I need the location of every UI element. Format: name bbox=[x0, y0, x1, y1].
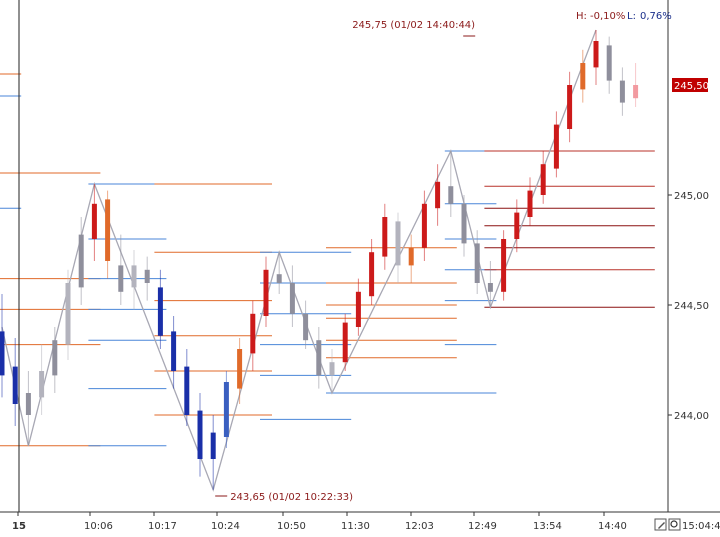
y-tick-label: 244,50 bbox=[674, 301, 709, 312]
high-change-value: -0,10% bbox=[590, 11, 625, 22]
candle-body bbox=[250, 313, 256, 354]
candle-body bbox=[540, 164, 546, 195]
candle-body bbox=[223, 382, 229, 437]
edit-icon[interactable] bbox=[654, 518, 667, 531]
candle-body bbox=[329, 362, 335, 376]
candle-body bbox=[157, 287, 163, 336]
candle-body bbox=[606, 45, 612, 81]
zoom-icon[interactable] bbox=[668, 518, 681, 531]
candle-body bbox=[421, 203, 427, 248]
y-axis-ticks: 244,00 244,50 245,00 bbox=[668, 191, 709, 422]
candle-body bbox=[593, 41, 599, 68]
x-tick-label: 10:06 bbox=[84, 521, 113, 532]
x-tick-label: 11:30 bbox=[341, 521, 370, 532]
x-tick-label: 15 bbox=[12, 521, 26, 532]
candle-body bbox=[382, 217, 388, 257]
high-change-label: H: bbox=[576, 11, 587, 22]
candle-body bbox=[487, 283, 493, 292]
candle-body bbox=[501, 239, 507, 292]
x-tick-label: 10:17 bbox=[148, 521, 177, 532]
y-tick-label: 245,00 bbox=[674, 191, 709, 202]
x-tick-label: 10:50 bbox=[277, 521, 306, 532]
candle-body bbox=[553, 124, 559, 169]
candle-body bbox=[210, 432, 216, 459]
annotations: 245,75 (01/02 14:40:44) 243,65 (01/02 10:… bbox=[215, 20, 476, 503]
candle-body bbox=[25, 393, 31, 415]
low-change-value: 0,76% bbox=[640, 11, 672, 22]
candle-body bbox=[303, 313, 309, 341]
price-annotation: 243,65 (01/02 10:22:33) bbox=[230, 492, 353, 503]
candle-body bbox=[342, 322, 348, 363]
x-tick-label: 10:24 bbox=[211, 521, 240, 532]
edit-icon-glyph bbox=[658, 522, 665, 529]
candle-body bbox=[448, 186, 454, 204]
level-lines bbox=[0, 73, 655, 447]
zoom-icon-glyph bbox=[670, 520, 678, 528]
low-change-label: L: bbox=[627, 11, 636, 22]
zigzag-line bbox=[1, 29, 597, 492]
candle-body bbox=[263, 269, 269, 316]
price-annotation: 245,75 (01/02 14:40:44) bbox=[352, 20, 475, 31]
candle-body bbox=[408, 247, 414, 266]
candle-body bbox=[474, 243, 480, 283]
candle-body bbox=[91, 203, 97, 239]
candle-body bbox=[65, 283, 71, 345]
clock-time: 15:04:47 bbox=[682, 521, 720, 532]
candle-body bbox=[12, 366, 18, 404]
current-price-tag bbox=[672, 78, 708, 92]
candle-body bbox=[369, 252, 375, 297]
candle-body bbox=[395, 221, 401, 266]
zigzag-overlay bbox=[1, 29, 597, 492]
candle-body bbox=[144, 269, 150, 283]
current-price-text: 245,50 bbox=[674, 81, 709, 92]
candle-body bbox=[567, 85, 573, 129]
candle-body bbox=[633, 85, 639, 99]
candle-body bbox=[197, 410, 203, 459]
x-tick-label: 14:40 bbox=[598, 521, 627, 532]
candle-body bbox=[237, 349, 243, 389]
candle-body bbox=[0, 331, 5, 376]
candle-body bbox=[171, 331, 177, 371]
candle-body bbox=[316, 340, 322, 376]
candle-body bbox=[39, 371, 45, 398]
candle-body bbox=[514, 212, 520, 239]
candle-body bbox=[105, 199, 111, 261]
candle-body bbox=[276, 274, 282, 283]
candle-body bbox=[580, 63, 586, 90]
candles bbox=[0, 30, 639, 490]
candle-body bbox=[527, 190, 533, 217]
candle-body bbox=[131, 265, 137, 288]
candle-body bbox=[289, 283, 295, 314]
candle-body bbox=[184, 366, 190, 415]
candle-body bbox=[78, 234, 84, 288]
x-axis-ticks: 15 10:06 10:17 10:24 10:50 11:30 12:03 12:49 13:… bbox=[12, 512, 627, 532]
x-tick-label: 12:03 bbox=[405, 521, 434, 532]
candle-body bbox=[435, 181, 441, 209]
candle-body bbox=[52, 340, 58, 376]
y-tick-label: 244,00 bbox=[674, 411, 709, 422]
candle-body bbox=[461, 203, 467, 244]
x-tick-label: 13:54 bbox=[533, 521, 562, 532]
candle-body bbox=[118, 265, 124, 292]
x-tick-label: 12:49 bbox=[468, 521, 497, 532]
candle-body bbox=[619, 80, 625, 103]
candle-body bbox=[355, 291, 361, 327]
